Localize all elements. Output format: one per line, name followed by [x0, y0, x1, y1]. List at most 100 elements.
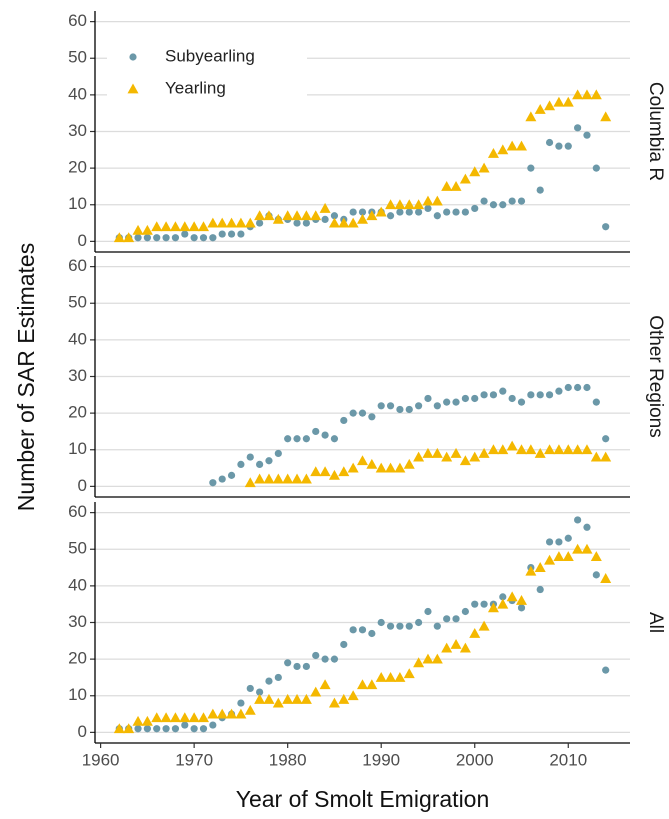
point: [499, 593, 507, 601]
triangle-point: [506, 440, 518, 451]
triangle-point: [562, 551, 574, 561]
triangle-point: [357, 455, 368, 466]
triangle-point: [590, 451, 602, 462]
triangle-point: [197, 221, 209, 232]
point: [237, 230, 245, 238]
triangle-point: [459, 455, 471, 466]
point: [602, 666, 610, 674]
triangle-point: [151, 712, 163, 723]
point: [480, 600, 488, 608]
point: [199, 234, 208, 242]
point: [302, 662, 310, 671]
point: [386, 402, 395, 410]
point: [162, 725, 170, 733]
triangle-point: [197, 712, 209, 723]
triangle-point: [216, 217, 228, 228]
y-tick-label: 20: [68, 158, 87, 177]
triangle-point: [497, 444, 509, 455]
y-tick-label: 30: [68, 121, 87, 140]
y-tick-label: 40: [68, 329, 87, 348]
facet-label: Columbia R: [645, 82, 666, 181]
triangle-point: [282, 693, 294, 704]
triangle-point: [525, 111, 537, 122]
point: [143, 725, 151, 733]
triangle-point: [338, 217, 350, 228]
triangle-point: [254, 693, 266, 704]
y-tick-label: 0: [78, 722, 87, 741]
y-tick-label: 10: [68, 685, 87, 704]
point: [349, 208, 357, 216]
legend-marker: [127, 83, 139, 94]
point: [433, 402, 441, 410]
triangle-point: [562, 96, 574, 107]
triangle-point: [478, 162, 490, 173]
point: [368, 629, 376, 638]
point: [340, 416, 348, 425]
point: [256, 460, 264, 469]
point: [461, 607, 469, 616]
triangle-point: [478, 447, 490, 458]
triangle-point: [544, 100, 556, 111]
triangle-point: [450, 180, 462, 191]
triangle-point: [413, 657, 425, 668]
point: [499, 387, 507, 395]
point: [302, 435, 310, 443]
triangle-point: [254, 210, 266, 221]
y-tick-label: 0: [78, 231, 87, 250]
point: [574, 124, 582, 132]
legend-label: Subyearling: [165, 46, 255, 65]
legend-marker: [129, 53, 137, 61]
point: [489, 201, 498, 209]
triangle-point: [385, 199, 397, 210]
point: [461, 394, 469, 403]
triangle-point: [226, 217, 238, 228]
point: [237, 699, 245, 707]
point: [527, 391, 535, 399]
point: [349, 409, 357, 417]
point: [555, 387, 563, 395]
point: [536, 391, 544, 399]
triangle-point: [310, 686, 322, 697]
triangle-point: [328, 469, 340, 480]
point: [171, 725, 180, 733]
point: [517, 398, 526, 406]
triangle-point: [553, 96, 565, 107]
triangle-point: [319, 466, 331, 477]
point: [199, 725, 208, 733]
triangle-point: [403, 668, 415, 679]
point: [508, 394, 516, 403]
triangle-point: [291, 693, 303, 704]
point: [415, 618, 423, 627]
triangle-point: [347, 690, 359, 701]
point: [284, 435, 292, 443]
point: [358, 626, 367, 634]
point: [274, 673, 282, 682]
triangle-point: [207, 708, 219, 719]
y-tick-label: 30: [68, 366, 87, 385]
triangle-point: [179, 221, 191, 232]
y-tick-label: 30: [68, 612, 87, 631]
y-tick-label: 60: [68, 256, 87, 275]
point: [536, 585, 544, 594]
x-tick-label: 1990: [362, 750, 400, 769]
point: [536, 186, 544, 194]
triangle-point: [600, 111, 612, 122]
point: [153, 234, 161, 242]
point: [340, 640, 348, 649]
triangle-point: [300, 210, 312, 221]
triangle-point: [562, 444, 574, 455]
point: [171, 234, 180, 242]
point: [349, 626, 357, 634]
point: [602, 223, 610, 231]
x-tick-label: 1970: [175, 750, 213, 769]
triangle-point: [272, 213, 284, 224]
point: [237, 460, 245, 469]
x-axis-title: Year of Smolt Emigration: [236, 786, 490, 812]
triangle-point: [375, 206, 387, 217]
triangle-point: [469, 627, 481, 638]
triangle-point: [113, 723, 125, 734]
point: [508, 197, 516, 205]
triangle-point: [422, 653, 434, 664]
point: [480, 197, 488, 205]
